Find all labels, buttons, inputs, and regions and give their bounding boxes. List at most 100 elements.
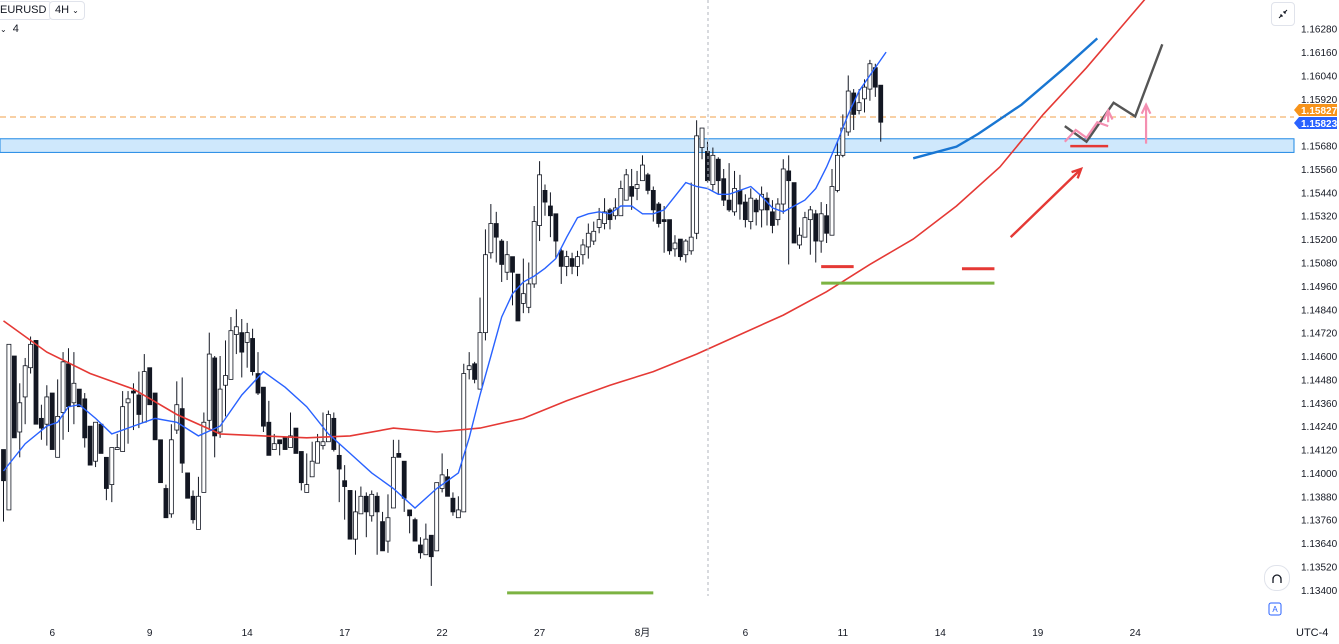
candle — [753, 198, 759, 226]
time-tick-label: 17 — [339, 628, 351, 639]
candle-body-down — [158, 439, 163, 484]
candle — [483, 229, 488, 341]
candle — [152, 392, 158, 441]
candle — [98, 423, 104, 454]
chevron-down-icon[interactable]: ⌄ — [0, 25, 7, 34]
candle — [342, 465, 348, 520]
candle — [266, 400, 272, 456]
price-tick-label: 1.14840 — [1301, 305, 1338, 316]
candle-body-up — [217, 388, 223, 433]
candle-body-up — [455, 509, 461, 519]
candle-body-up — [531, 221, 537, 285]
current-price-labels: 1.15827 1.15823 — [1294, 104, 1338, 130]
candle — [634, 170, 640, 201]
candle — [39, 404, 44, 440]
candle-body-up — [304, 484, 310, 493]
candle-body-up — [591, 230, 597, 242]
candle — [136, 371, 142, 429]
candle — [878, 84, 884, 142]
interval-button[interactable]: 4H ⌄ — [49, 1, 85, 20]
candle — [824, 204, 829, 244]
candle — [835, 141, 840, 193]
indicator-value: 4 — [12, 23, 19, 35]
pink-up-arrow — [1140, 102, 1152, 144]
candle — [158, 439, 163, 484]
candle — [168, 424, 174, 518]
candle — [775, 198, 781, 226]
price-tick-label: 1.14720 — [1301, 329, 1338, 340]
candle-body-up — [807, 209, 813, 221]
price-tick-label: 1.15920 — [1301, 95, 1338, 106]
price-tick-label: 1.15680 — [1301, 142, 1338, 153]
collapse-icon[interactable] — [1271, 2, 1295, 26]
candle — [439, 453, 445, 493]
time-axis[interactable]: 6 9 14 17 22 27 8月 6 11 14 19 24 — [49, 627, 1141, 639]
candle-body-up — [602, 211, 607, 224]
candle-body-up — [585, 232, 591, 248]
candle — [103, 456, 109, 501]
candle-body-up — [688, 236, 694, 252]
indicator-legend[interactable]: ⌄ 4 — [0, 21, 19, 38]
time-tick-label: 24 — [1130, 628, 1142, 639]
candle-body-down — [542, 190, 548, 203]
time-tick-label: 11 — [838, 628, 849, 639]
candle — [380, 511, 385, 552]
price-tick-label: 1.14480 — [1301, 375, 1338, 386]
candle-body-down — [250, 338, 255, 372]
timezone-label[interactable]: UTC-4 — [1296, 627, 1329, 639]
candle-body-up — [233, 326, 239, 335]
candle-body-up — [575, 256, 580, 267]
candle — [585, 223, 591, 259]
time-tick-label: 19 — [1032, 628, 1044, 639]
candle-body-down — [770, 211, 775, 226]
candle-body-down — [190, 495, 196, 521]
candle-body-up — [423, 538, 429, 556]
candle — [174, 381, 180, 434]
candle-body-down — [255, 373, 261, 394]
candle — [807, 205, 813, 255]
candle-body-down — [342, 480, 348, 487]
time-tick-label: 22 — [437, 628, 449, 639]
auto-scale-icon[interactable]: A — [1266, 600, 1284, 618]
candle-body-up — [125, 398, 131, 404]
candle — [515, 273, 521, 322]
candle — [672, 235, 678, 257]
candle — [764, 192, 770, 226]
time-tick-label: 6 — [49, 628, 55, 639]
candle — [304, 453, 310, 493]
candle — [293, 427, 299, 454]
price-tick-label: 1.15560 — [1301, 165, 1338, 176]
candle-body-down — [277, 439, 283, 445]
time-tick-label: 9 — [147, 628, 153, 639]
candle — [667, 219, 672, 255]
candle — [428, 534, 434, 586]
candle-body-up — [434, 482, 440, 552]
candle-body-down — [336, 454, 342, 470]
price-label-orange: 1.15827 — [1294, 104, 1338, 117]
candle — [223, 340, 228, 417]
pink-up-arrow-head — [1140, 102, 1152, 115]
candle — [239, 318, 245, 378]
candle-body-down — [645, 174, 651, 191]
candle-body-up — [466, 365, 472, 371]
candle-body-down — [131, 390, 136, 394]
candle-body-up — [288, 435, 293, 448]
reset-scale-icon[interactable] — [1264, 565, 1290, 591]
candle-body-up — [802, 217, 808, 238]
candle-body-up — [309, 460, 315, 478]
candle-body-up — [504, 254, 510, 273]
candle-body-up — [580, 244, 586, 256]
time-tick-label: 14 — [242, 628, 254, 639]
symbol-button[interactable]: EURUSD — [0, 1, 53, 20]
candle — [141, 354, 147, 423]
candle-body-up — [60, 361, 66, 413]
candle — [710, 147, 716, 191]
price-tick-label: 1.14960 — [1301, 282, 1338, 293]
candle — [255, 352, 261, 395]
candle — [49, 392, 55, 450]
candle-body-up — [439, 474, 445, 489]
candle-body-down — [510, 256, 515, 273]
candle-body-down — [147, 367, 153, 406]
candle-body-up — [196, 495, 201, 530]
